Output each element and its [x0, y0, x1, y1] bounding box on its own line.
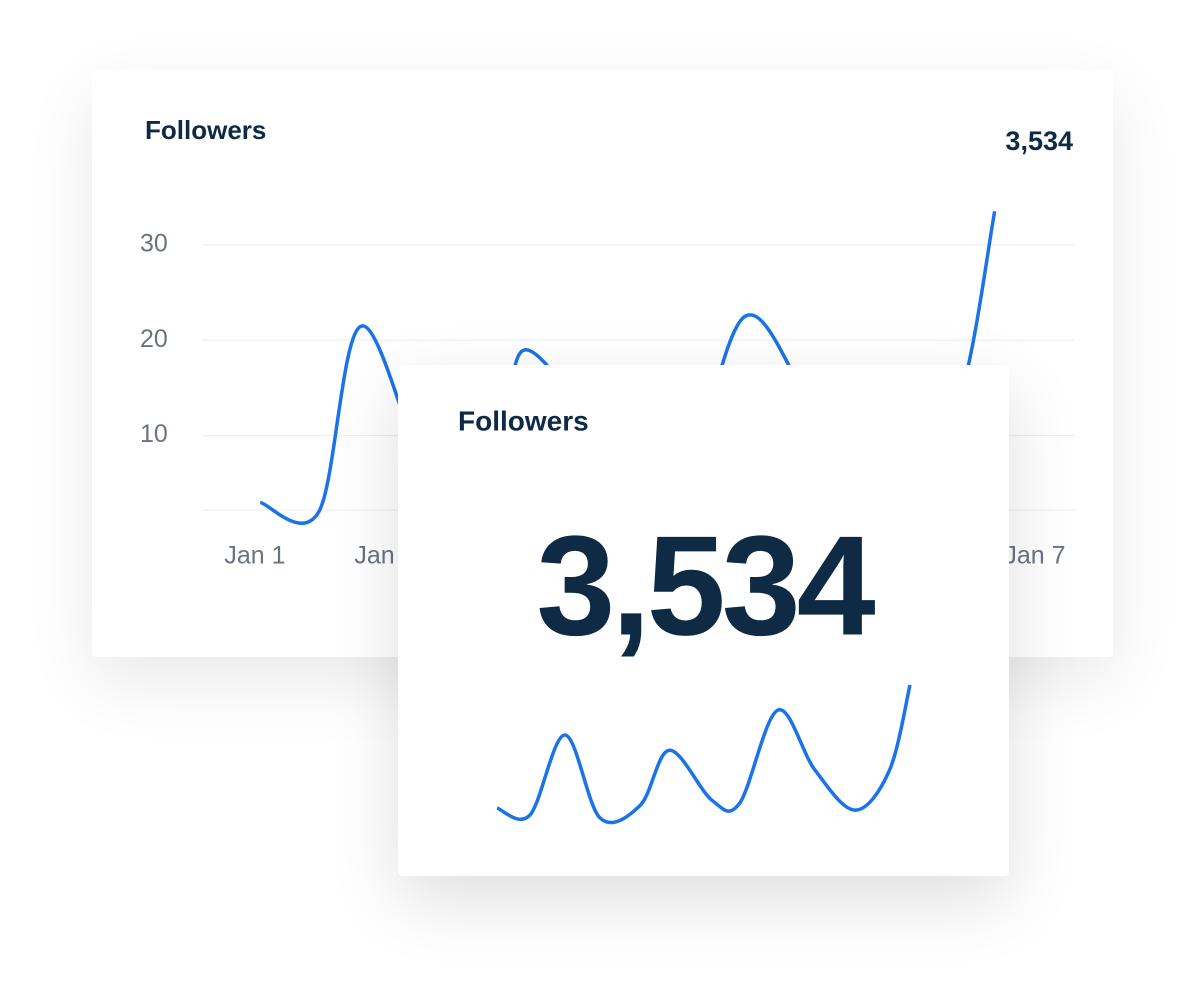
x-tick-label: Jan 1: [224, 542, 285, 570]
card-title: Followers: [458, 405, 589, 436]
total-value: 3,534: [1005, 126, 1073, 156]
y-tick-label: 10: [140, 420, 168, 448]
y-tick-label: 30: [140, 229, 168, 257]
big-number: 3,534: [536, 507, 875, 666]
x-tick-label: Jan 7: [1004, 542, 1065, 570]
y-tick-label: 20: [140, 325, 168, 353]
chart-title: Followers: [145, 115, 266, 145]
sparkline: [496, 684, 912, 825]
